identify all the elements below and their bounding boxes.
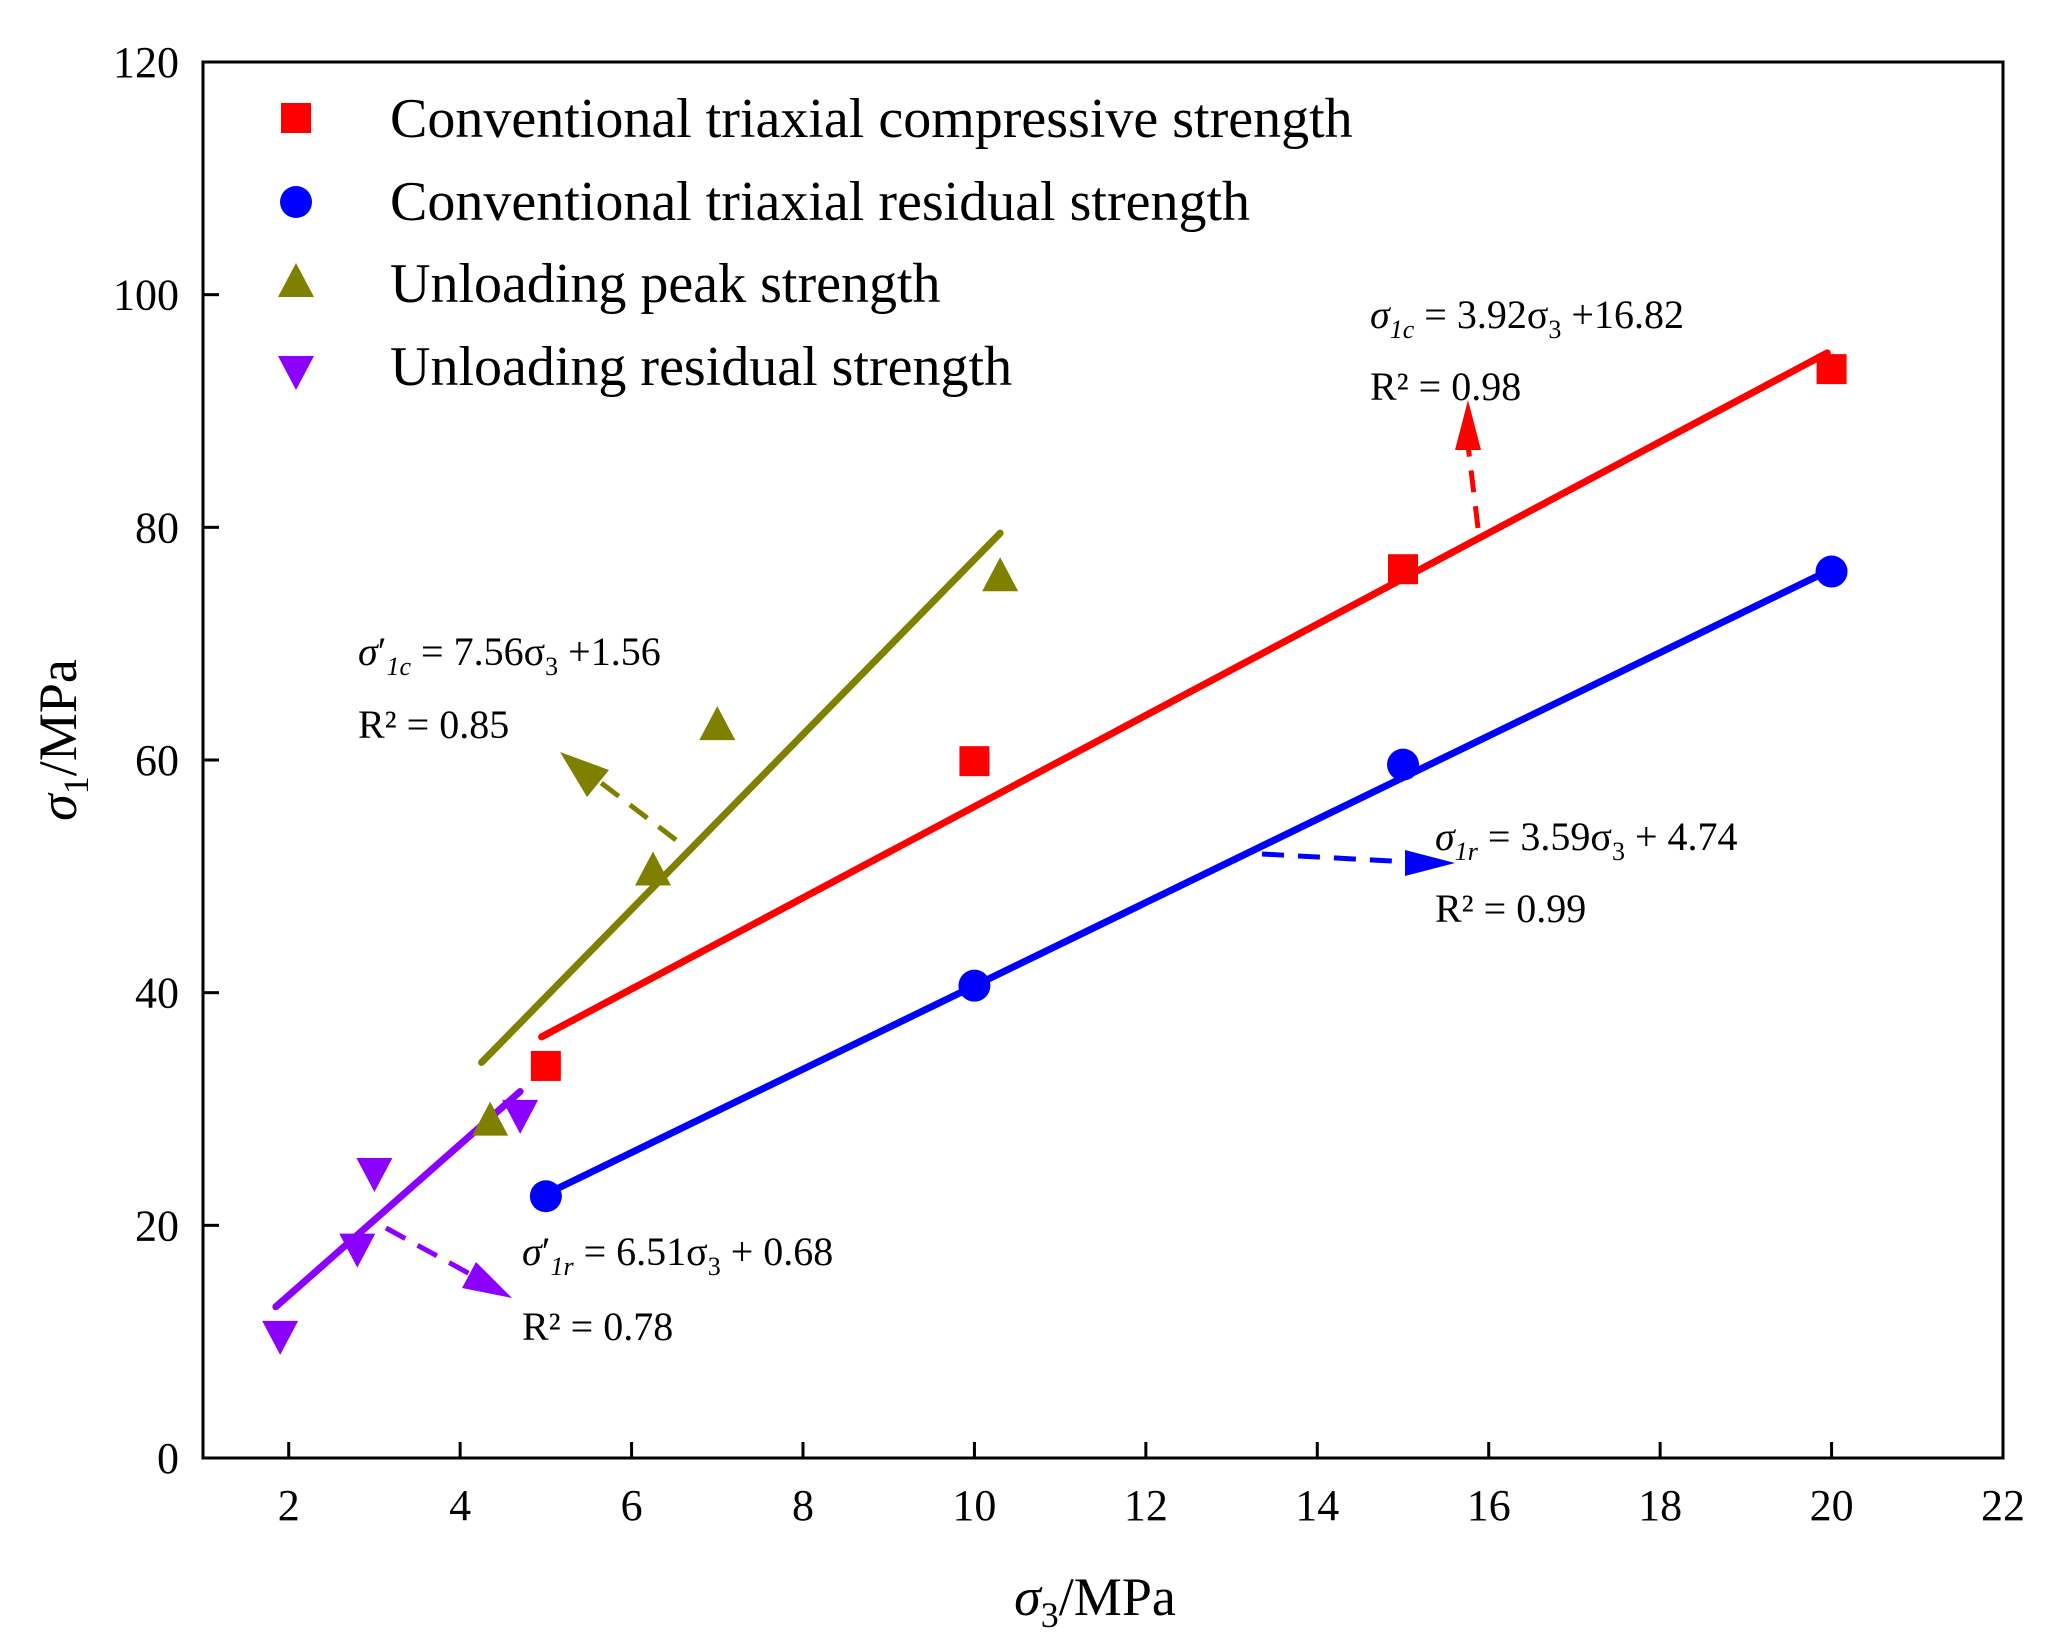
legend-label-compressive: Conventional triaxial compressive streng…	[390, 88, 1353, 150]
point-unloading-residual-3	[502, 1099, 539, 1134]
annotation-arrows	[384, 400, 1481, 1298]
point-unloading-residual-2	[356, 1157, 393, 1192]
fit-lines	[272, 349, 1836, 1311]
legend-label-unloading-peak: Unloading peak strength	[390, 253, 941, 315]
y-tick-label-80: 80	[135, 503, 179, 552]
equation-residual: σ1r = 3.59σ3 + 4.74 R² = 0.99	[1435, 814, 1738, 931]
legend-label-residual: Conventional triaxial residual strength	[390, 171, 1250, 233]
x-tick-label-8: 8	[792, 1481, 814, 1530]
y-tick-label-0: 0	[157, 1434, 179, 1483]
equation-unloading-residual-formula: σ′1r = 6.51σ3 + 0.68	[522, 1229, 833, 1281]
legend-item-unloading-residual: Unloading residual strength	[278, 336, 1012, 398]
point-unloading-peak-1	[635, 851, 671, 886]
x-axis-title: σ3/MPa	[1014, 1567, 1176, 1635]
point-compressive-1	[959, 746, 990, 777]
y-tick-label-20: 20	[135, 1201, 179, 1250]
x-tick-label-6: 6	[621, 1481, 643, 1530]
arrow-head-compressive	[1455, 400, 1481, 450]
equation-unloading-residual: σ′1r = 6.51σ3 + 0.68 R² = 0.78	[522, 1229, 833, 1349]
axis-ticks: 2 4 6 8 10 12 14 16 18 20 22 0 20 40 60 80 100 120	[113, 38, 2025, 1530]
point-compressive-0	[530, 1050, 561, 1081]
equation-residual-r2: R² = 0.99	[1435, 886, 1586, 931]
x-tick-label-4: 4	[449, 1481, 471, 1530]
arrow-shaft-unloading-residual	[384, 1225, 472, 1277]
legend-marker-square	[281, 103, 311, 133]
x-tick-label-18: 18	[1638, 1481, 1682, 1530]
x-tick-label-2: 2	[278, 1481, 300, 1530]
equation-unloading-peak-r2: R² = 0.85	[358, 702, 509, 747]
arrow-head-residual	[1405, 850, 1455, 876]
point-residual-1	[958, 969, 991, 1002]
y-axis-title: σ1/MPa	[28, 659, 96, 821]
point-residual-0	[529, 1180, 562, 1213]
legend-item-unloading-peak: Unloading peak strength	[278, 253, 941, 315]
x-tick-label-20: 20	[1810, 1481, 1854, 1530]
legend-label-unloading-residual: Unloading residual strength	[390, 336, 1012, 398]
equation-compressive: σ1c = 3.92σ3 +16.82 R² = 0.98	[1370, 292, 1684, 409]
equation-unloading-peak: σ′1c = 7.56σ3 +1.56 R² = 0.85	[358, 629, 661, 747]
arrow-shaft-unloading-peak	[598, 780, 678, 842]
point-residual-2	[1387, 748, 1419, 781]
point-unloading-residual-0	[262, 1320, 299, 1355]
arrow-head-unloading-residual	[462, 1262, 512, 1298]
point-compressive-3	[1816, 354, 1847, 385]
legend-marker-triangle-up	[278, 263, 314, 297]
arrow-head-unloading-peak	[560, 752, 609, 797]
y-tick-label-100: 100	[113, 271, 179, 320]
legend-marker-circle	[280, 186, 312, 218]
point-compressive-2	[1388, 554, 1418, 585]
point-unloading-peak-3	[982, 557, 1019, 592]
point-unloading-residual-1	[339, 1233, 376, 1268]
fit-line-residual	[538, 565, 1836, 1200]
arrow-shaft-compressive	[1465, 444, 1481, 529]
point-unloading-peak-0	[472, 1101, 509, 1136]
data-points	[262, 354, 1848, 1355]
x-tick-label-16: 16	[1467, 1481, 1511, 1530]
legend-item-residual: Conventional triaxial residual strength	[280, 171, 1250, 233]
x-tick-label-12: 12	[1124, 1481, 1168, 1530]
fit-line-compressive	[538, 349, 1831, 1041]
x-tick-label-22: 22	[1981, 1481, 2025, 1530]
fit-line-unloading-peak	[478, 529, 1004, 1066]
x-tick-label-14: 14	[1295, 1481, 1339, 1530]
point-residual-3	[1815, 555, 1848, 588]
legend-item-compressive: Conventional triaxial compressive streng…	[281, 88, 1353, 150]
equation-residual-formula: σ1r = 3.59σ3 + 4.74	[1435, 814, 1738, 866]
point-unloading-peak-2	[699, 706, 736, 741]
equation-unloading-peak-formula: σ′1c = 7.56σ3 +1.56	[358, 629, 661, 681]
x-tick-label-10: 10	[952, 1481, 996, 1530]
legend: Conventional triaxial compressive streng…	[278, 88, 1353, 398]
y-tick-label-60: 60	[135, 736, 179, 785]
equation-unloading-residual-r2: R² = 0.78	[522, 1304, 673, 1349]
equation-compressive-r2: R² = 0.98	[1370, 364, 1521, 409]
equation-compressive-formula: σ1c = 3.92σ3 +16.82	[1370, 292, 1684, 344]
legend-marker-triangle-down	[278, 356, 314, 390]
y-tick-label-40: 40	[135, 969, 179, 1018]
y-tick-label-120: 120	[113, 38, 179, 87]
arrow-shaft-residual	[1261, 851, 1411, 865]
